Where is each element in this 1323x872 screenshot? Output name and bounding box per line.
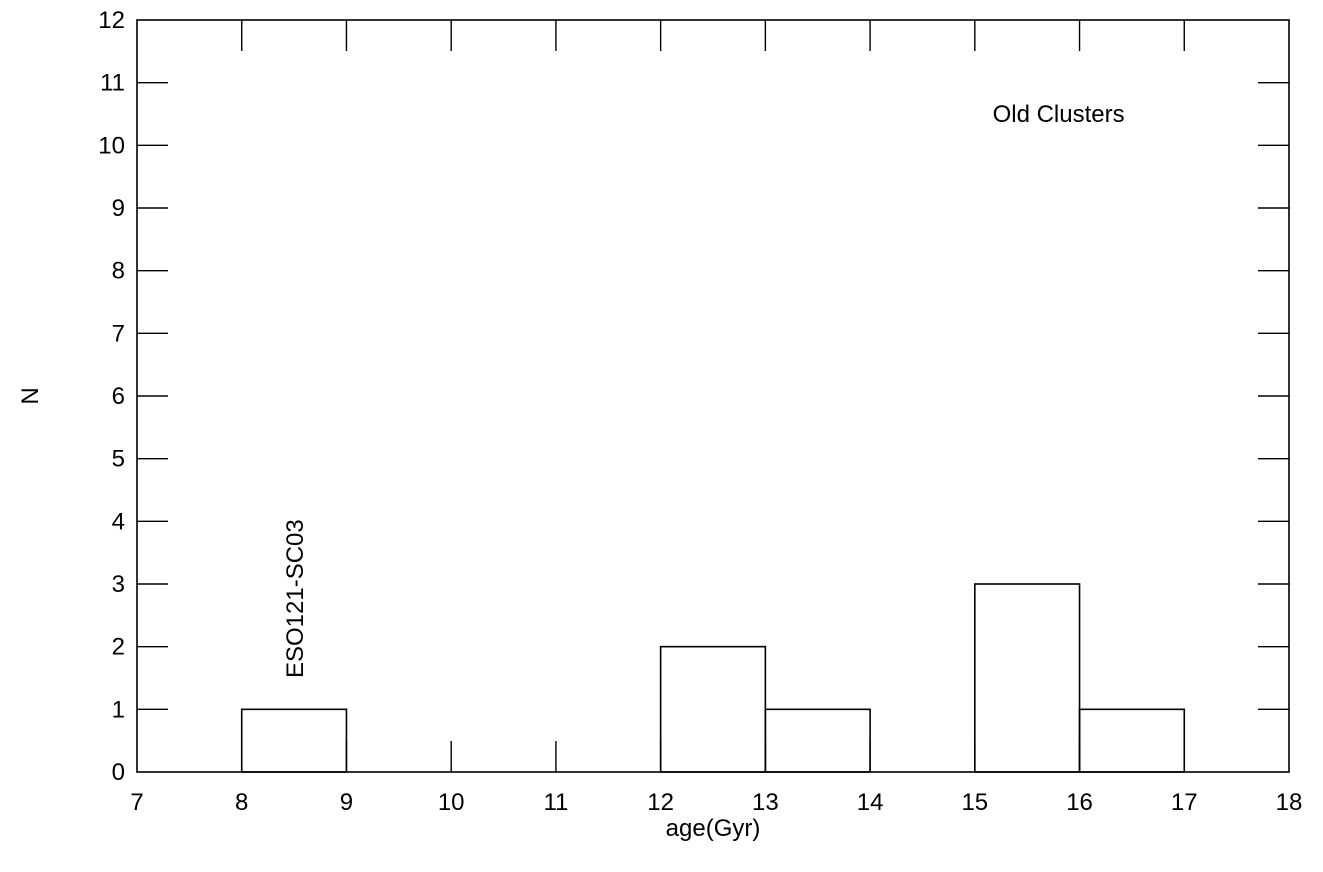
- x-tick-label-14: 14: [857, 789, 884, 816]
- y-tick-label-7: 7: [112, 320, 125, 347]
- histogram-bar-5: [659, 645, 767, 773]
- y-tick-label-2: 2: [112, 634, 125, 661]
- annotation-1: ESO121-SC03: [282, 519, 309, 678]
- y-tick-label-8: 8: [112, 258, 125, 285]
- x-tick-label-9: 9: [340, 789, 353, 816]
- x-tick-labels: 7 8 9 10 11 12 13 14 15 16 17 18: [130, 789, 1302, 816]
- x-tick-label-17: 17: [1171, 789, 1198, 816]
- x-tick-label-10: 10: [438, 789, 465, 816]
- histogram-bar-6: [764, 708, 871, 773]
- y-tick-label-4: 4: [112, 508, 125, 535]
- x-tick-label-8: 8: [235, 789, 248, 816]
- plot-frame: [136, 19, 1290, 773]
- annotations: Old Clusters ESO121-SC03: [282, 101, 1125, 678]
- x-tick-label-15: 15: [961, 789, 988, 816]
- y-tick-label-12: 12: [98, 7, 125, 34]
- y-tick-label-9: 9: [112, 195, 125, 222]
- y-tick-label-1: 1: [112, 696, 125, 723]
- annotation-0: Old Clusters: [993, 101, 1125, 128]
- y-tick-label-0: 0: [112, 759, 125, 786]
- histogram-bars: [240, 583, 1186, 773]
- histogram-bar-9: [1078, 708, 1186, 773]
- x-axis-title: age(Gyr): [666, 815, 761, 842]
- y-tick-label-5: 5: [112, 446, 125, 473]
- x-tick-label-16: 16: [1066, 789, 1093, 816]
- y-tick-label-3: 3: [112, 571, 125, 598]
- y-axis-title: N: [17, 387, 44, 404]
- tick-marks: [137, 20, 1289, 772]
- x-tick-label-12: 12: [647, 789, 674, 816]
- x-tick-label-11: 11: [543, 789, 568, 816]
- histogram-bar-8: [974, 583, 1081, 773]
- histogram-bar-1: [240, 708, 348, 773]
- x-tick-label-7: 7: [130, 789, 143, 816]
- x-tick-label-18: 18: [1276, 789, 1303, 816]
- y-tick-label-11: 11: [100, 70, 125, 97]
- y-tick-label-10: 10: [98, 132, 125, 159]
- x-tick-label-13: 13: [752, 789, 779, 816]
- y-tick-label-6: 6: [112, 383, 125, 410]
